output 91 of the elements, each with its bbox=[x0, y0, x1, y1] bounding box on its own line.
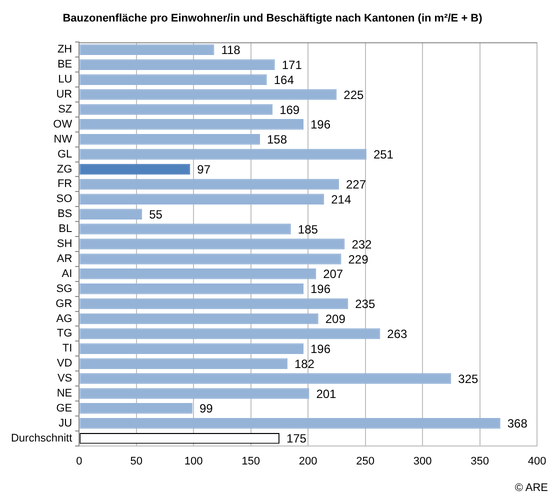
y-tick-label: SZ bbox=[58, 104, 72, 116]
bar bbox=[80, 134, 260, 145]
data-label: 97 bbox=[197, 162, 211, 177]
bar bbox=[80, 44, 214, 56]
y-tick-label: BL bbox=[58, 223, 72, 236]
y-tick-label: VS bbox=[57, 372, 72, 385]
data-label: 55 bbox=[149, 207, 163, 222]
bar bbox=[80, 224, 291, 234]
bar bbox=[80, 343, 304, 354]
data-label: 235 bbox=[355, 297, 376, 312]
data-label: 263 bbox=[387, 327, 408, 341]
bar bbox=[80, 298, 348, 310]
data-label: 171 bbox=[282, 58, 302, 72]
data-label: 164 bbox=[274, 72, 294, 87]
x-tick-label: 50 bbox=[130, 455, 142, 468]
x-tick-label: 100 bbox=[184, 455, 203, 468]
bar bbox=[80, 403, 192, 414]
x-tick-label: 300 bbox=[413, 455, 432, 468]
data-label: 209 bbox=[325, 312, 346, 326]
data-label: 251 bbox=[373, 148, 394, 162]
data-label: 169 bbox=[280, 102, 300, 117]
y-tick-label: NW bbox=[54, 133, 73, 146]
y-tick-label: SH bbox=[56, 238, 72, 250]
bar bbox=[80, 238, 345, 250]
bar bbox=[80, 254, 342, 264]
data-label: 185 bbox=[298, 222, 318, 236]
bar bbox=[80, 104, 273, 115]
bar bbox=[80, 148, 366, 160]
bar bbox=[80, 328, 380, 340]
y-tick-label: AR bbox=[56, 252, 72, 265]
bar bbox=[80, 164, 190, 175]
data-label: 99 bbox=[199, 402, 214, 416]
x-tick-label: 0 bbox=[76, 455, 82, 468]
y-tick-label: ZG bbox=[56, 163, 72, 176]
bar bbox=[80, 194, 324, 205]
data-label: 325 bbox=[458, 372, 478, 386]
y-tick-label: BS bbox=[57, 208, 72, 220]
data-label: 229 bbox=[348, 252, 369, 266]
bar bbox=[80, 74, 267, 85]
x-tick-label: 150 bbox=[242, 455, 260, 468]
data-label: 201 bbox=[316, 386, 337, 401]
y-tick-label: GE bbox=[56, 402, 72, 414]
data-label: 207 bbox=[323, 267, 344, 282]
bar bbox=[80, 388, 310, 399]
y-tick-label: UR bbox=[56, 88, 72, 101]
y-tick-label: SO bbox=[56, 193, 73, 206]
x-tick-label: 250 bbox=[356, 455, 374, 468]
y-tick-label: AG bbox=[56, 312, 72, 325]
data-label: 196 bbox=[310, 342, 331, 356]
chart-title: Bauzonenfläche pro Einwohner/in und Beschäftigte nach Kantonen (in m²/E + B) bbox=[62, 12, 483, 25]
y-tick-label: JU bbox=[58, 417, 72, 430]
data-label: 214 bbox=[331, 192, 352, 206]
y-tick-label: Durchschnitt bbox=[10, 432, 72, 444]
y-tick-label: NE bbox=[56, 388, 72, 400]
bar bbox=[80, 418, 500, 429]
bar bbox=[80, 89, 337, 100]
y-tick-label: OW bbox=[53, 118, 73, 130]
data-label: 225 bbox=[344, 88, 364, 102]
bar bbox=[80, 208, 142, 220]
bar bbox=[80, 268, 316, 280]
data-label: 182 bbox=[294, 356, 315, 371]
y-tick-label: GL bbox=[57, 148, 72, 160]
data-label: 118 bbox=[221, 42, 241, 57]
text: © ARE bbox=[514, 482, 548, 494]
x-tick-label: 400 bbox=[528, 455, 546, 468]
x-tick-label: 200 bbox=[298, 455, 318, 468]
data-label: 196 bbox=[310, 282, 331, 296]
bar bbox=[80, 283, 304, 294]
y-tick-label: AI bbox=[62, 268, 72, 280]
y-tick-label: LU bbox=[58, 74, 72, 86]
bar bbox=[80, 59, 275, 70]
y-tick-label: VD bbox=[56, 358, 72, 370]
y-tick-label: SG bbox=[56, 282, 72, 295]
bar bbox=[80, 373, 452, 384]
data-label: 368 bbox=[507, 416, 528, 431]
data-label: 227 bbox=[346, 178, 366, 192]
bar bbox=[80, 313, 318, 324]
y-tick-label: BE bbox=[57, 58, 72, 71]
x-tick-label: 350 bbox=[470, 455, 489, 468]
y-tick-label: FR bbox=[57, 178, 72, 190]
y-tick-label: ZH bbox=[57, 44, 72, 56]
bar bbox=[80, 178, 339, 190]
bar bbox=[80, 358, 288, 369]
data-label: 232 bbox=[352, 237, 372, 252]
data-label: 196 bbox=[310, 118, 331, 132]
y-tick-label: GR bbox=[56, 298, 72, 310]
y-tick-label: TG bbox=[56, 328, 72, 340]
data-label: 158 bbox=[266, 132, 288, 147]
data-label: 175 bbox=[286, 432, 307, 446]
y-tick-label: TI bbox=[62, 342, 72, 355]
bar bbox=[80, 119, 304, 130]
